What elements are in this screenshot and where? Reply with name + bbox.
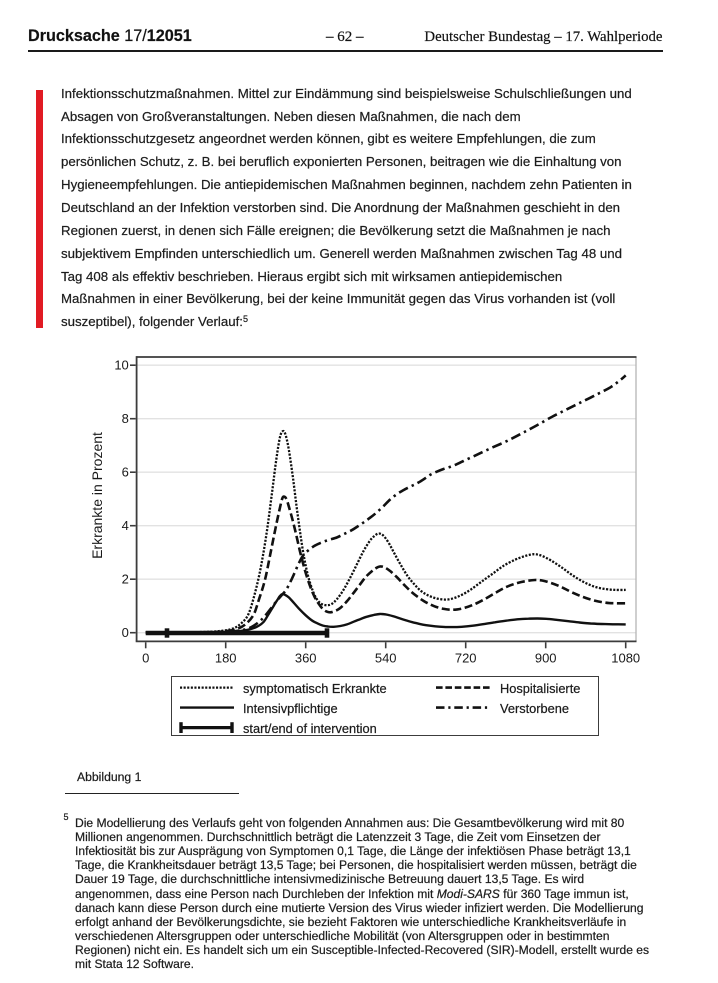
svg-text:720: 720 [455, 651, 477, 666]
svg-text:0: 0 [142, 651, 149, 666]
svg-text:180: 180 [215, 651, 237, 666]
svg-text:6: 6 [122, 465, 129, 480]
svg-text:1080: 1080 [611, 651, 640, 666]
svg-text:10: 10 [114, 358, 128, 373]
svg-text:4: 4 [122, 518, 129, 533]
svg-text:360: 360 [295, 651, 317, 666]
svg-text:Erkrankte in Prozent: Erkrankte in Prozent [89, 432, 105, 559]
svg-text:8: 8 [122, 411, 129, 426]
svg-text:0: 0 [122, 625, 129, 640]
svg-text:900: 900 [535, 651, 557, 666]
svg-text:2: 2 [122, 572, 129, 587]
svg-text:540: 540 [375, 651, 397, 666]
